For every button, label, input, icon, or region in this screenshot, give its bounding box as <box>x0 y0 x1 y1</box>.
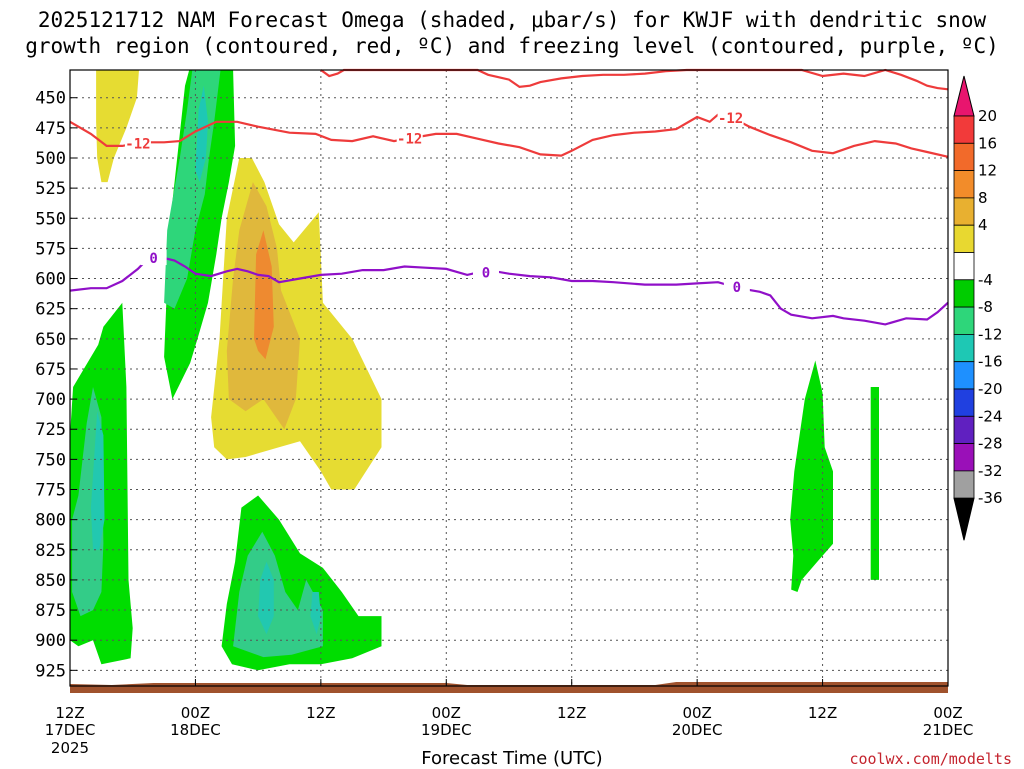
omega-region-6 <box>90 411 105 550</box>
y-tick-label-650: 650 <box>35 330 66 350</box>
colorbar-cell-5 <box>953 224 975 253</box>
colorbar-cell-6 <box>953 252 975 281</box>
x-tick-label-84: 00Z <box>933 704 962 722</box>
colorbar-label-8: -16 <box>978 353 1003 371</box>
y-tick-label-525: 525 <box>35 179 66 199</box>
omega-region-3 <box>254 230 274 360</box>
dendritic-contour-upper <box>320 68 949 91</box>
colorbar-cell-1 <box>953 115 975 144</box>
colorbar-cell-7 <box>953 279 975 308</box>
y-tick-label-600: 600 <box>35 270 66 290</box>
plot-frame <box>69 69 949 687</box>
colorbar-label-7: -12 <box>978 325 1003 343</box>
dendritic-label-3: -12 <box>718 111 743 127</box>
x-tick-year-0: 2025 <box>51 739 89 757</box>
dendritic-label-2: -12 <box>397 132 422 148</box>
terrain-ground <box>70 682 948 693</box>
colorbar-label-5: -4 <box>978 271 993 289</box>
x-tick-label-24: 12Z <box>306 704 335 722</box>
omega-region-14 <box>790 360 833 592</box>
freezing-label-3-bg <box>723 278 750 294</box>
y-tick-label-450: 450 <box>35 89 66 109</box>
omega-region-11 <box>233 531 323 658</box>
y-tick-label-675: 675 <box>35 360 66 380</box>
colorbar-cell-14 <box>953 470 975 499</box>
colorbar-top-arrow <box>953 75 975 117</box>
x-tick-label-12: 00Z <box>181 704 210 722</box>
colorbar-label-11: -28 <box>978 435 1003 453</box>
x-tick-label-72: 12Z <box>808 704 837 722</box>
x-tick-label-60: 00Z <box>682 704 711 722</box>
credit-link[interactable]: coolwx.com/modelts <box>849 750 1012 768</box>
colorbar-label-12: -32 <box>978 462 1003 480</box>
colorbar-label-2: 12 <box>978 162 997 180</box>
freezing-label-1: 0 <box>149 251 157 267</box>
colorbar-cell-10 <box>953 361 975 390</box>
colorbar-bottom-arrow <box>953 497 975 541</box>
x-tick-date-60: 20DEC <box>672 721 723 739</box>
colorbar-cell-2 <box>953 142 975 172</box>
colorbar-label-9: -20 <box>978 380 1003 398</box>
y-tick-label-775: 775 <box>35 481 66 501</box>
omega-region-9 <box>195 85 208 183</box>
y-tick-label-475: 475 <box>35 119 66 139</box>
x-tick-date-0: 17DEC <box>45 721 96 739</box>
x-tick-label-36: 00Z <box>432 704 461 722</box>
colorbar-cell-13 <box>953 443 975 472</box>
y-tick-label-875: 875 <box>35 601 66 621</box>
colorbar-cell-4 <box>953 197 975 226</box>
x-tick-date-84: 21DEC <box>923 721 974 739</box>
freezing-label-3: 0 <box>733 280 741 296</box>
colorbar-label-3: 8 <box>978 189 988 207</box>
freezing-label-1-bg <box>140 250 167 266</box>
y-tick-label-925: 925 <box>35 661 66 681</box>
chart-title-line1: 2025121712 NAM Forecast Omega (shaded, μ… <box>37 8 987 32</box>
y-tick-label-850: 850 <box>35 571 66 591</box>
dendritic-contour-minus12 <box>69 113 949 158</box>
colorbar-label-1: 16 <box>978 134 997 152</box>
x-tick-label-0: 12Z <box>55 704 84 722</box>
colorbar-label-0: 20 <box>978 107 997 125</box>
freezing-label-2: 0 <box>482 266 490 282</box>
y-tick-label-800: 800 <box>35 511 66 531</box>
y-tick-label-700: 700 <box>35 390 66 410</box>
omega-region-13 <box>310 592 321 635</box>
omega-region-15 <box>870 387 879 580</box>
x-tick-date-12: 18DEC <box>170 721 221 739</box>
dendritic-label-2-bg <box>396 130 423 146</box>
dendritic-label-3-bg <box>717 110 744 126</box>
dendritic-label-1: -12 <box>125 137 150 153</box>
y-tick-label-500: 500 <box>35 149 66 169</box>
colorbar-label-4: 4 <box>978 216 988 234</box>
colorbar-label-13: -36 <box>978 489 1003 507</box>
colorbar-cell-12 <box>953 415 975 444</box>
freezing-level-contour <box>69 255 949 326</box>
colorbar-cell-3 <box>953 170 975 199</box>
y-tick-label-750: 750 <box>35 450 66 470</box>
x-axis-label: Forecast Time (UTC) <box>421 748 603 769</box>
y-tick-label-625: 625 <box>35 300 66 320</box>
colorbar-cell-11 <box>953 388 975 417</box>
colorbar-label-6: -8 <box>978 298 993 316</box>
y-tick-label-575: 575 <box>35 239 66 259</box>
y-tick-label-725: 725 <box>35 420 66 440</box>
colorbar-cell-8 <box>953 306 975 335</box>
colorbar-label-10: -24 <box>978 407 1003 425</box>
y-tick-label-825: 825 <box>35 541 66 561</box>
chart-title-line2: growth region (contoured, red, ºC) and f… <box>25 34 999 58</box>
freezing-label-2-bg <box>473 264 500 280</box>
omega-region-0 <box>96 70 139 183</box>
x-tick-label-48: 12Z <box>557 704 586 722</box>
y-tick-label-900: 900 <box>35 631 66 651</box>
colorbar-cell-9 <box>953 333 975 363</box>
x-tick-date-36: 19DEC <box>421 721 472 739</box>
y-tick-label-550: 550 <box>35 209 66 229</box>
dendritic-label-1-bg <box>124 135 151 151</box>
